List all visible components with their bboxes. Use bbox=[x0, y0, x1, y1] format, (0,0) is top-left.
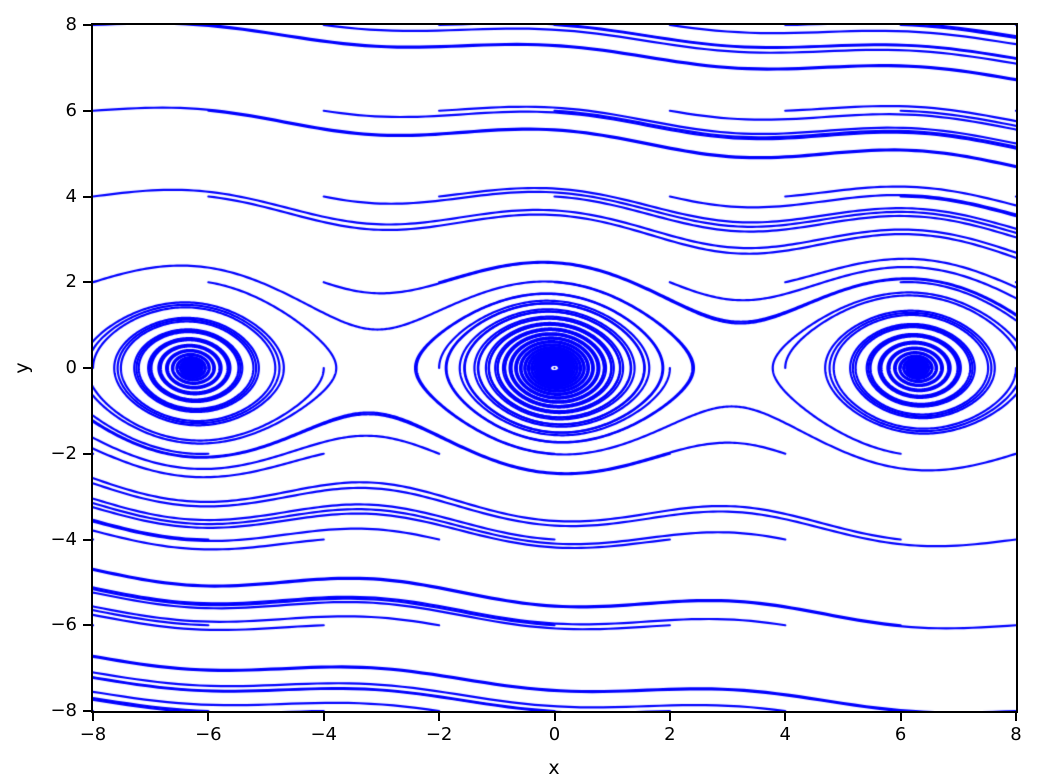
y-tick-label: −2 bbox=[50, 442, 77, 464]
x-tick-label: 0 bbox=[548, 724, 561, 745]
x-tick-label: −6 bbox=[195, 724, 222, 745]
plot-area bbox=[91, 23, 1018, 713]
y-axis-label: y bbox=[11, 362, 33, 374]
y-tick-mark bbox=[83, 195, 91, 198]
y-tick-label: 2 bbox=[65, 271, 77, 293]
y-tick-label: −8 bbox=[50, 700, 77, 721]
x-tick-mark bbox=[899, 713, 902, 721]
x-tick-label: −8 bbox=[79, 724, 107, 745]
x-tick-mark bbox=[784, 713, 787, 721]
y-tick-label: 4 bbox=[65, 185, 77, 207]
y-tick-mark bbox=[83, 710, 91, 712]
y-tick-mark bbox=[83, 367, 91, 369]
y-tick-mark bbox=[83, 24, 91, 26]
x-tick-mark bbox=[92, 713, 94, 721]
y-tick-label: 6 bbox=[65, 99, 77, 121]
x-tick-label: 4 bbox=[779, 724, 791, 745]
phase-portrait-canvas bbox=[93, 25, 1016, 711]
x-tick-label: 6 bbox=[894, 724, 907, 745]
x-tick-mark bbox=[207, 713, 210, 721]
y-tick-label: −4 bbox=[50, 528, 77, 550]
y-tick-mark bbox=[83, 452, 91, 455]
x-tick-mark bbox=[1015, 713, 1017, 721]
y-tick-mark bbox=[83, 624, 91, 627]
y-tick-mark bbox=[83, 538, 91, 541]
x-tick-mark bbox=[553, 713, 556, 721]
y-tick-mark bbox=[83, 281, 91, 284]
y-tick-mark bbox=[83, 109, 91, 112]
x-tick-label: −4 bbox=[310, 724, 338, 745]
x-tick-label: −2 bbox=[425, 724, 453, 745]
x-tick-label: 2 bbox=[664, 724, 676, 745]
x-axis-label: x bbox=[548, 757, 560, 779]
y-tick-label: 0 bbox=[65, 357, 77, 378]
x-tick-mark bbox=[322, 713, 325, 721]
x-tick-mark bbox=[438, 713, 441, 721]
x-tick-label: 8 bbox=[1010, 724, 1022, 745]
y-tick-label: 8 bbox=[65, 14, 77, 35]
y-tick-label: −6 bbox=[50, 614, 77, 636]
x-tick-mark bbox=[668, 713, 671, 721]
